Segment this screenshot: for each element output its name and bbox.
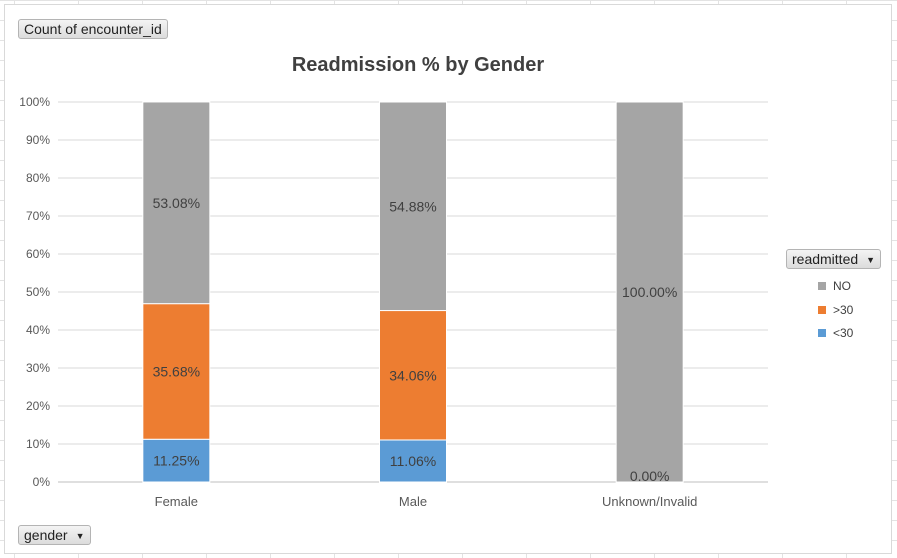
y-tick-label: 100% (19, 95, 50, 109)
dropdown-arrow-icon[interactable]: ▼ (866, 255, 876, 265)
y-tick-label: 20% (26, 399, 50, 413)
data-label: 0.00% (630, 468, 670, 484)
legend-label: >30 (833, 303, 854, 317)
y-tick-label: 80% (26, 171, 50, 185)
legend-swatch (818, 329, 826, 337)
y-tick-label: 0% (33, 475, 51, 489)
data-label: 53.08% (153, 195, 200, 211)
data-label: 35.68% (153, 363, 200, 379)
legend-item-no[interactable]: NO (818, 278, 851, 294)
y-tick-label: 90% (26, 133, 50, 147)
y-axis-ticks: 0% 10% 20% 30% 40% 50% 60% 70% 80% 90% 100% (19, 95, 50, 489)
y-tick-label: 30% (26, 361, 50, 375)
bar-segment[interactable] (142, 438, 211, 483)
legend-label: NO (833, 279, 851, 293)
legend-item-gt30[interactable]: >30 (818, 302, 853, 318)
x-axis-ticks: Female Male Unknown/Invalid (155, 494, 698, 509)
bar-segment[interactable] (142, 101, 211, 305)
legend-field-button[interactable]: readmitted ▼ (786, 249, 882, 269)
legend-field-label: readmitted (792, 251, 859, 267)
data-label: 100.00% (622, 284, 677, 300)
x-tick-label: Female (155, 494, 198, 509)
y-tick-label: 10% (26, 437, 50, 451)
legend-label: <30 (833, 326, 854, 340)
chart-title: Readmission % by Gender (292, 54, 545, 76)
bar-segment[interactable] (379, 101, 447, 312)
y-tick-label: 70% (26, 209, 50, 223)
y-tick-label: 40% (26, 323, 50, 337)
data-label: 34.06% (389, 367, 436, 383)
dropdown-arrow-icon[interactable]: ▼ (75, 531, 85, 541)
values-field-label: Count of encounter_id (24, 21, 162, 37)
x-tick-label: Male (399, 494, 427, 509)
y-tick-label: 50% (26, 285, 50, 299)
data-label: 11.25% (153, 453, 199, 469)
data-labels: 11.25% 35.68% 53.08% 11.06% 34.06% 54.88% 0.00… (153, 195, 678, 484)
data-label: 54.88% (389, 198, 436, 214)
x-tick-label: Unknown/Invalid (602, 494, 697, 509)
axis-field-label: gender (24, 527, 68, 543)
legend-item-lt30[interactable]: <30 (818, 325, 853, 341)
bar-segment[interactable] (615, 101, 684, 483)
values-field-button[interactable]: Count of encounter_id (18, 19, 168, 39)
data-label: 11.06% (390, 453, 436, 469)
axis-field-button[interactable]: gender ▼ (18, 525, 91, 545)
bar-segment[interactable] (379, 439, 447, 483)
legend-swatch (818, 306, 826, 314)
y-tick-label: 60% (26, 247, 50, 261)
bar-segment[interactable] (379, 310, 447, 441)
legend-swatch (818, 282, 826, 290)
bar-segment[interactable] (142, 303, 211, 440)
bars (142, 101, 684, 483)
